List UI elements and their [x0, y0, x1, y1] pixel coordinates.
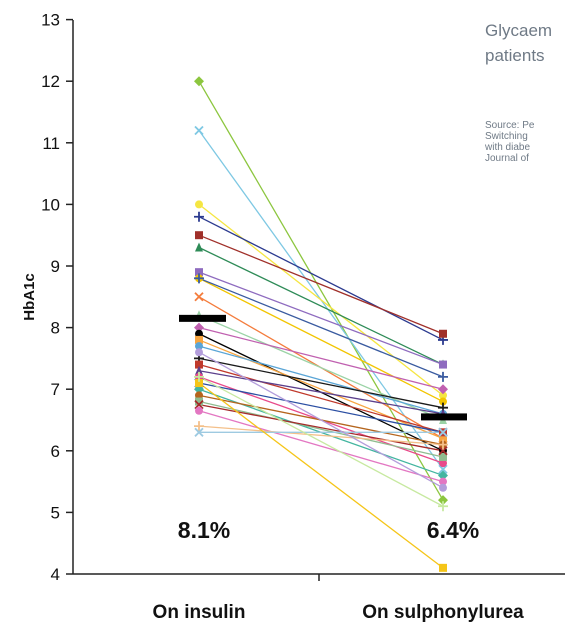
series-line	[198, 234, 444, 335]
side-source-line: Switching	[485, 131, 528, 142]
data-point	[438, 470, 448, 481]
data-point	[195, 379, 203, 388]
y-tick-label: 10	[41, 195, 60, 214]
data-point	[195, 342, 203, 351]
data-point	[195, 329, 203, 338]
series-line	[198, 339, 444, 440]
series-markers-group	[194, 76, 448, 572]
series-line	[198, 216, 444, 341]
data-point	[439, 459, 447, 468]
series-line	[198, 203, 444, 396]
data-point	[438, 439, 448, 450]
series-line	[198, 277, 444, 378]
data-point	[194, 371, 204, 382]
mean-bars-group	[179, 314, 467, 421]
side-source-line: Journal of	[485, 153, 529, 164]
series-line	[198, 345, 444, 415]
data-point	[194, 76, 204, 87]
series-line	[198, 370, 444, 415]
side-title: Glycaem patients	[485, 18, 565, 68]
series-line	[198, 357, 444, 409]
data-point	[194, 273, 204, 284]
side-title-line: patients	[485, 46, 545, 65]
data-point	[194, 421, 204, 432]
data-point	[438, 384, 448, 395]
y-tick-label: 11	[42, 134, 60, 153]
side-title-line: Glycaem	[485, 21, 553, 40]
series-line	[198, 351, 444, 489]
series-line	[198, 363, 444, 433]
mean-label-sulphonylurea: 6.4%	[427, 517, 479, 543]
y-tick-label: 7	[51, 380, 60, 399]
data-point	[439, 329, 447, 338]
data-point	[439, 391, 447, 400]
side-source-line: with diabe	[485, 142, 531, 153]
mean-label-insulin: 8.1%	[178, 517, 230, 543]
series-line	[198, 246, 444, 366]
data-point	[438, 446, 448, 456]
category-label-sulphonylurea: On sulphonylurea	[362, 602, 524, 623]
data-point	[195, 231, 203, 240]
series-line	[198, 425, 444, 446]
series-line	[198, 410, 444, 483]
side-source-line: Source: Pe	[485, 120, 535, 131]
data-point	[194, 322, 204, 333]
data-point	[195, 360, 203, 369]
y-ticks-group: 4 5 6 7 8 9 10 11 12 13	[41, 11, 73, 584]
data-point	[194, 427, 204, 437]
y-tick-label: 4	[51, 565, 60, 584]
series-line	[198, 80, 444, 501]
data-point	[195, 268, 203, 277]
category-label-insulin: On insulin	[153, 602, 246, 623]
y-tick-label: 12	[41, 72, 60, 91]
data-point	[439, 563, 447, 572]
data-point	[195, 397, 203, 406]
data-point	[194, 399, 204, 410]
data-point	[194, 292, 204, 302]
series-line	[198, 400, 444, 458]
data-point	[439, 477, 447, 486]
y-tick-label: 5	[51, 503, 60, 522]
y-tick-label: 6	[51, 442, 60, 461]
data-point	[194, 211, 204, 222]
series-line	[198, 326, 444, 390]
data-point	[438, 495, 448, 506]
data-point	[195, 335, 203, 344]
series-lines-group	[198, 80, 444, 569]
data-point	[195, 406, 203, 415]
data-point	[438, 464, 448, 474]
data-point	[195, 200, 203, 209]
mean-bar	[421, 413, 467, 421]
data-point	[439, 397, 447, 406]
data-point	[195, 365, 203, 375]
y-tick-label: 8	[51, 319, 60, 338]
series-line	[198, 403, 444, 452]
series-line	[198, 382, 444, 569]
data-point	[439, 452, 447, 461]
data-point	[195, 242, 203, 252]
y-tick-label: 9	[51, 257, 60, 276]
data-point	[438, 371, 448, 382]
side-source: Source: Pe Switching with diabe Journal …	[485, 120, 565, 164]
y-axis-label: HbA1c	[21, 273, 38, 321]
data-point	[195, 391, 203, 400]
data-point	[439, 360, 447, 369]
y-tick-label: 13	[41, 11, 60, 30]
series-line	[198, 376, 444, 507]
data-point	[194, 125, 204, 136]
series-line	[198, 271, 444, 366]
data-point	[195, 348, 203, 357]
mean-bar	[179, 314, 226, 322]
data-point	[439, 483, 447, 492]
data-point	[439, 434, 447, 443]
series-line	[198, 277, 444, 403]
data-point	[438, 501, 448, 512]
series-line	[198, 382, 444, 433]
axes-group	[72, 20, 565, 581]
data-point	[438, 427, 448, 437]
